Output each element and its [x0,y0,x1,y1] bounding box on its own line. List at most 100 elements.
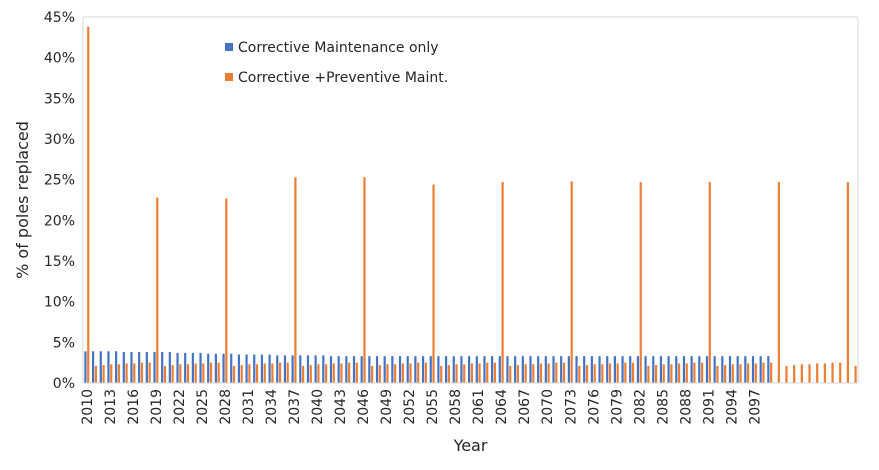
bar-corrective [115,351,118,383]
x-tick-label: 2058 [448,389,464,425]
x-tick-label: 2040 [310,389,326,425]
bar-preventive [747,363,750,383]
bar-preventive [593,364,596,383]
bar-preventive [317,364,320,383]
bar-corrective [506,356,509,383]
x-tick-label: 2070 [540,389,556,425]
x-tick-label: 2064 [494,389,510,425]
bar-corrective [145,352,148,383]
bar-corrective [736,356,739,383]
bar-preventive [608,363,612,383]
x-tick-label: 2082 [632,389,648,425]
bar-preventive [240,365,243,383]
bar-preventive [539,363,543,383]
bar-corrective [460,356,463,383]
bar-preventive [555,362,558,383]
bar-preventive [301,365,305,383]
x-axis-title: Year [453,436,488,455]
bar-preventive [263,363,266,383]
bar-preventive [839,362,842,383]
x-tick-label: 2034 [264,389,280,425]
bar-corrective [207,353,210,383]
bar-preventive [585,365,589,383]
bar-preventive [624,362,627,383]
bar-preventive [470,363,473,383]
bar-corrective [667,356,670,383]
bar-preventive [463,364,466,383]
bar-preventive [516,365,520,383]
x-tick-label: 2046 [356,389,372,425]
y-tick-label: 40% [44,51,75,67]
bar-preventive [294,177,297,383]
x-tick-label: 2049 [379,389,395,425]
bar-preventive [325,364,328,383]
bar-preventive [278,362,282,383]
bar-corrective [590,356,593,383]
bar-corrective [153,352,156,383]
bar-preventive [424,362,427,383]
bar-preventive [363,177,366,383]
bar-preventive [217,362,220,383]
bar-preventive [524,364,527,383]
bar-corrective [759,356,762,383]
bar-corrective [276,355,279,383]
bar-preventive [677,363,681,383]
bar-preventive [171,365,174,383]
bar-corrective [299,355,302,383]
bar-corrective [567,356,570,383]
x-tick-label: 2094 [724,389,740,425]
y-tick-label: 45% [44,10,75,26]
bar-corrective [675,356,678,383]
bar-corrective [636,356,640,383]
bar-corrective [475,356,478,383]
bar-corrective [391,356,394,383]
bar-corrective [138,352,141,383]
legend: Corrective Maintenance only Corrective +… [225,40,448,86]
bar-corrective [306,355,310,383]
bar-preventive [125,363,128,383]
bar-corrective [260,354,264,383]
bar-preventive [685,363,688,383]
bar-corrective [161,352,164,383]
bar-corrective [659,356,663,383]
bar-corrective [452,356,455,383]
x-tick-label: 2022 [172,389,188,425]
bar-corrective [184,352,187,383]
bar-corrective [383,356,386,383]
bar-preventive [478,363,481,383]
bar-corrective [728,356,732,383]
bar-corrective [652,356,655,383]
bar-preventive [102,365,105,383]
x-tick-label: 2013 [103,389,119,425]
x-tick-label: 2031 [241,389,257,425]
bar-corrective [368,356,371,383]
bar-preventive [562,362,566,383]
bar-corrective [360,356,363,383]
bar-corrective [552,356,555,383]
x-tick-label: 2091 [701,389,717,425]
bar-corrective [291,355,294,383]
bar-preventive [754,363,757,383]
y-tick-label: 15% [44,254,75,270]
x-tick-label: 2061 [471,389,487,425]
bar-preventive [793,365,796,383]
bar-corrective [92,351,95,383]
bar-preventive [179,364,182,383]
bar-preventive [616,363,619,383]
bar-preventive [816,363,819,383]
bar-preventive [447,365,450,383]
bar-corrective [429,356,432,383]
bar-corrective [483,356,486,383]
bar-preventive [501,182,504,383]
bar-preventive [255,364,259,383]
bar-corrective [498,356,501,383]
bar-preventive [332,363,335,383]
bar-preventive [348,362,351,383]
x-axis-ticks: 2010 2013 2016 2019 2022 2025 2028 2031 2034 2037… [80,389,764,425]
bar-preventive [409,363,412,383]
x-tick-label: 2076 [586,389,602,425]
x-tick-label: 2073 [563,389,579,425]
bar-preventive [831,362,834,383]
bar-corrective [345,356,348,383]
bar-preventive [486,362,489,383]
